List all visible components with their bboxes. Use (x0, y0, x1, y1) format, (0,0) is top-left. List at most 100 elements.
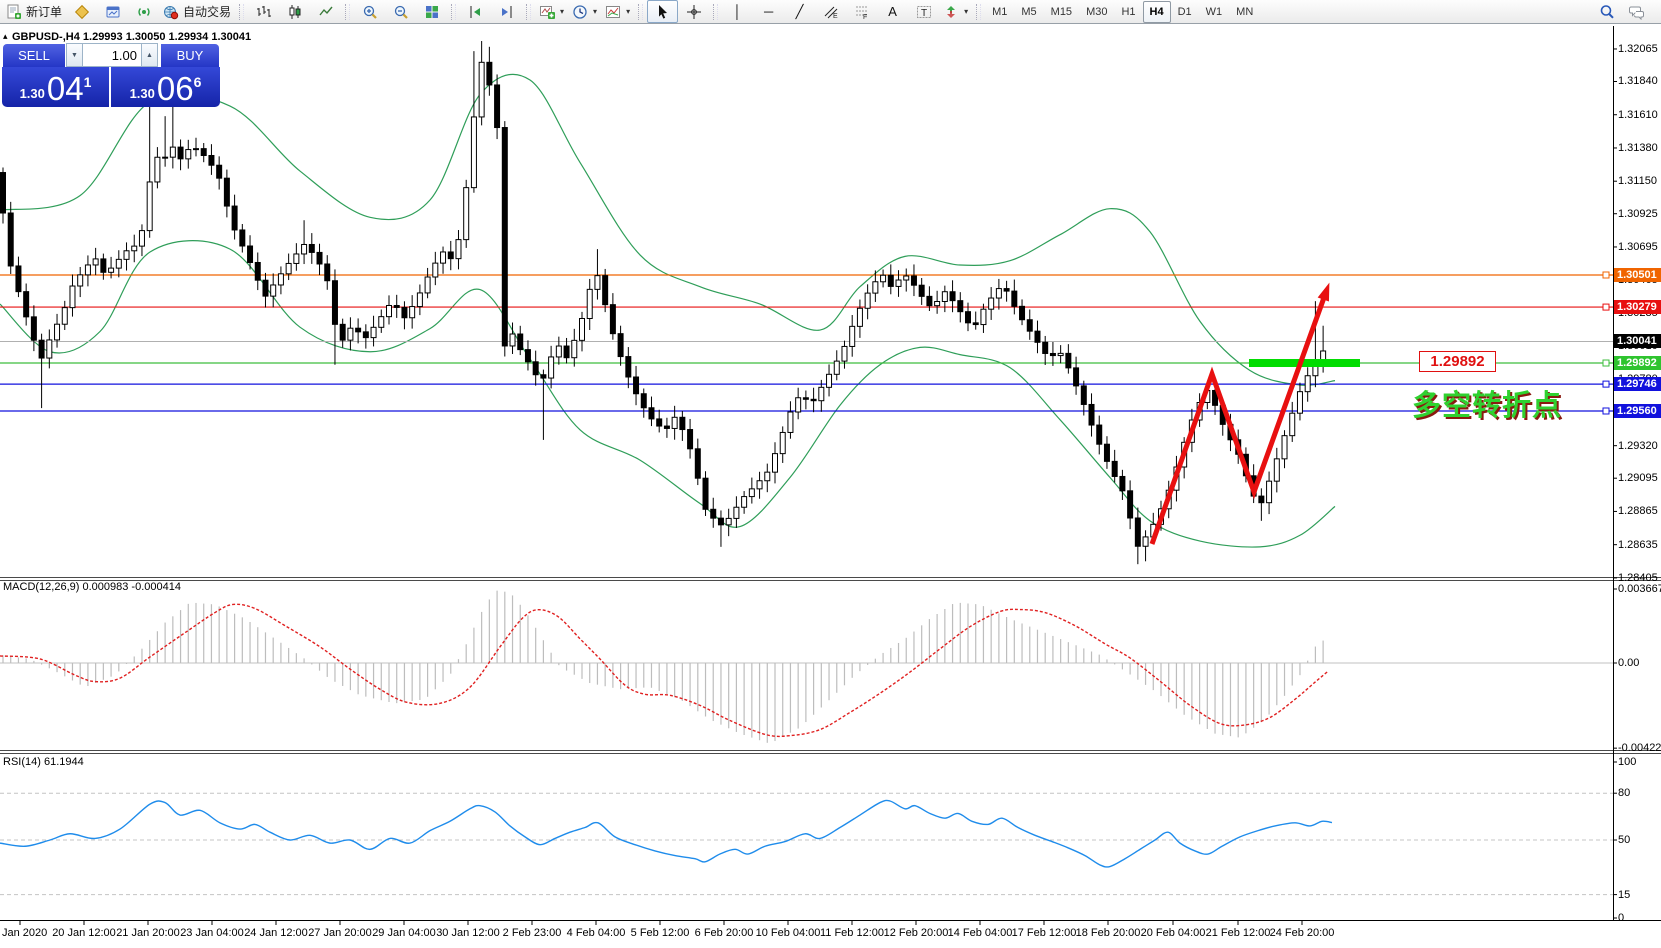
candle-body (772, 453, 778, 473)
equidistant-channel-button[interactable]: E (815, 0, 846, 23)
candle-body (910, 275, 917, 286)
cursor-button[interactable] (647, 0, 679, 23)
time-axis-label: 2 Feb 23:00 (502, 927, 562, 939)
chart-title: GBPUSD-,H4 1.29993 1.30050 1.29934 1.300… (12, 31, 252, 43)
price-line-tag-1.29892[interactable]: 1.29892 (1614, 356, 1661, 370)
candle-body (393, 304, 400, 308)
chart-shift-button[interactable] (491, 0, 522, 23)
time-axis-label: 14 Feb 04:00 (947, 927, 1013, 939)
arrows-button[interactable]: ▾ (939, 0, 972, 23)
bold-support-segment[interactable] (1249, 359, 1360, 368)
hline-anchor[interactable] (1602, 271, 1610, 279)
new-order-button[interactable]: 新订单 (2, 0, 66, 23)
candle-body (301, 243, 308, 255)
turning-point-annotation[interactable]: 多空转折点 (1412, 390, 1563, 422)
buy-price-prefix: 1.30 (129, 86, 155, 101)
price-axis-label: 1.28635 (1618, 538, 1658, 551)
hline-anchor[interactable] (1602, 380, 1610, 388)
price-annotation-label[interactable]: 1.29892 (1419, 351, 1496, 372)
hline-anchor[interactable] (1602, 359, 1610, 367)
crosshair-button[interactable] (678, 0, 709, 23)
hline-anchor[interactable] (1602, 407, 1610, 415)
sell-button[interactable]: SELL (2, 43, 66, 67)
volume-down-button[interactable]: ▼ (66, 43, 83, 67)
candle-body (123, 250, 130, 260)
profiles-button[interactable] (97, 0, 128, 23)
price-line-tag-1.29746[interactable]: 1.29746 (1614, 377, 1661, 392)
tf-button-M30[interactable]: M30 (1086, 5, 1108, 18)
search-icon[interactable] (1599, 4, 1615, 20)
charts-button[interactable] (66, 0, 97, 23)
toolbar-separator (976, 3, 982, 20)
candle-body (463, 187, 470, 241)
line-chart-button[interactable] (310, 0, 341, 23)
candlestick-chart-button[interactable] (279, 0, 310, 23)
price-line-tag-1.29560[interactable]: 1.29560 (1614, 403, 1661, 418)
candle-body (386, 304, 392, 318)
volume-input[interactable]: 1.00 (83, 43, 141, 67)
candle-body (694, 448, 701, 479)
chat-icon[interactable] (1629, 4, 1645, 20)
time-axis-label: 21 Jan 20:00 (116, 927, 180, 939)
dropdown-arrow-icon: ▾ (593, 7, 598, 16)
bar-chart-button[interactable] (248, 0, 279, 23)
auto-scroll-button[interactable] (460, 0, 491, 23)
horizontal-line-button[interactable]: ─ (753, 0, 784, 23)
candle-body (532, 361, 539, 376)
indicators-button[interactable]: ▾ (535, 0, 568, 23)
tile-windows-button[interactable] (416, 0, 447, 23)
text-button[interactable]: A (877, 0, 908, 23)
text-label-button[interactable]: T (908, 0, 939, 23)
volume-up-button[interactable]: ▲ (141, 43, 158, 67)
tf-button-M15[interactable]: M15 (1050, 5, 1073, 18)
panel-collapse-arrow[interactable]: ▴ (3, 31, 8, 41)
buy-price-display[interactable]: 1.30 06 6 (111, 67, 220, 107)
templates-button[interactable]: ▾ (601, 0, 634, 23)
candle-body (980, 308, 987, 326)
svg-text:E: E (833, 13, 838, 20)
candle-body (934, 300, 941, 307)
candle-body (1111, 460, 1118, 477)
price-line-tag-1.30501[interactable]: 1.30501 (1614, 268, 1661, 282)
zoom-out-icon (393, 4, 409, 20)
time-axis-label: 24 Feb 20:00 (1269, 927, 1335, 939)
periods-button[interactable]: ▾ (568, 0, 601, 23)
vertical-line-button[interactable]: │ (722, 0, 753, 23)
trendline-button[interactable]: ╱ (784, 0, 815, 23)
clock-icon (572, 4, 588, 20)
candle-body (61, 307, 68, 325)
signals-button[interactable] (128, 0, 159, 23)
candle-body (69, 285, 76, 309)
sell-price-display[interactable]: 1.30 04 1 (2, 67, 109, 107)
price-axis-label: 1.32065 (1618, 42, 1658, 55)
tf-button-H4[interactable]: H4 (1142, 0, 1171, 23)
zoom-in-button[interactable] (354, 0, 385, 23)
tf-button-MN[interactable]: MN (1236, 5, 1254, 18)
dropdown-arrow-icon: ▾ (964, 7, 969, 16)
candle-body (702, 477, 709, 510)
hline-anchor[interactable] (1602, 303, 1610, 311)
time-axis-label: 30 Jan 12:00 (436, 927, 500, 939)
tf-button-W1[interactable]: W1 (1205, 5, 1223, 18)
fibonacci-button[interactable]: F (846, 0, 877, 23)
candle-body (0, 172, 6, 214)
price-line-tag-1.30041[interactable]: 1.30041 (1614, 334, 1661, 349)
zoom-out-button[interactable] (385, 0, 416, 23)
price-line-tag-1.30279[interactable]: 1.30279 (1614, 300, 1661, 315)
candle-body (779, 431, 786, 455)
rsi-line (0, 799, 1333, 868)
trend-arrow[interactable] (1149, 291, 1329, 545)
zoom-in-icon (362, 4, 378, 20)
tf-button-M5[interactable]: M5 (1021, 5, 1037, 18)
candle-body (563, 345, 570, 359)
buy-button[interactable]: BUY (160, 43, 220, 67)
tf-button-H1[interactable]: H1 (1121, 5, 1136, 18)
tf-button-D1[interactable]: D1 (1177, 5, 1192, 18)
candle-body (486, 61, 493, 86)
candle-body (679, 416, 686, 431)
autotrading-button[interactable]: 自动交易 (159, 0, 235, 23)
price-axis-label: 1.28405 (1618, 571, 1658, 584)
time-axis-label: 23 Jan 04:00 (180, 927, 244, 939)
tf-button-M1[interactable]: M1 (992, 5, 1008, 18)
